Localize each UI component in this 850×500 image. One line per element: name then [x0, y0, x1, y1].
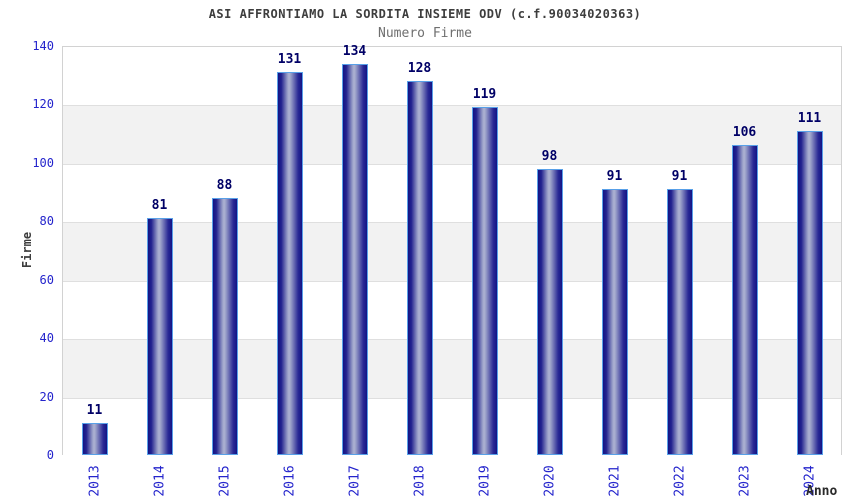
y-axis-tick-label: 120: [32, 97, 54, 112]
grid-band: [63, 47, 841, 106]
bar-value-label: 119: [472, 87, 497, 103]
bar-value-label: 98: [541, 148, 558, 164]
x-axis-label: Anno: [806, 484, 838, 499]
y-gridline: [63, 222, 841, 224]
y-axis-tick-label: 100: [32, 155, 54, 170]
bar-2023: [731, 145, 758, 455]
chart-subtitle: Numero Firme: [378, 26, 472, 41]
y-axis-tick-label: 80: [39, 214, 54, 229]
bar-2020: [536, 168, 563, 455]
bar-value-label: 81: [151, 198, 168, 214]
grid-band: [63, 163, 841, 223]
x-axis-tick-label: 2016: [282, 465, 297, 497]
bar-2022: [666, 189, 693, 455]
y-axis-tick-label: 60: [39, 272, 54, 287]
x-axis-tick-label: 2019: [477, 465, 492, 497]
bar-value-label: 106: [732, 125, 757, 141]
bar-value-label: 128: [407, 61, 432, 77]
grid-band: [63, 105, 841, 164]
x-axis-tick-label: 2014: [152, 465, 167, 497]
bar-value-label: 11: [86, 402, 103, 418]
x-axis-tick-label: 2021: [607, 465, 622, 497]
bar-2018: [406, 81, 433, 455]
bar-2024: [796, 130, 823, 455]
chart-title: ASI AFFRONTIAMO LA SORDITA INSIEME ODV (…: [208, 7, 642, 21]
y-axis-tick-label: 0: [46, 448, 54, 462]
bar-value-label: 91: [606, 169, 623, 185]
bar-2014: [146, 218, 173, 455]
bar-value-label: 91: [671, 169, 688, 185]
bar-value-label: 111: [797, 110, 822, 126]
bar-2021: [601, 189, 628, 455]
x-axis-tick-label: 2023: [737, 465, 752, 497]
grid-band: [63, 397, 841, 456]
bar-2017: [341, 63, 368, 455]
y-gridline: [63, 339, 841, 341]
grid-band: [63, 222, 841, 281]
bar-value-label: 134: [342, 43, 367, 59]
grid-band: [63, 280, 841, 340]
bar-2013: [81, 422, 108, 455]
x-axis-tick-label: 2013: [87, 465, 102, 497]
y-axis-tick-label: 20: [39, 389, 54, 404]
x-axis-tick-label: 2015: [217, 465, 232, 497]
y-axis-tick-label: 40: [39, 331, 54, 346]
grid-band: [63, 339, 841, 398]
y-axis-tick-label: 140: [32, 39, 54, 53]
x-axis-tick-label: 2020: [542, 465, 557, 497]
bar-value-label: 88: [216, 177, 233, 193]
y-gridline: [63, 280, 841, 282]
y-gridline: [63, 397, 841, 399]
bar-2016: [276, 72, 303, 455]
plot-area: [62, 46, 842, 456]
x-axis-tick-label: 2022: [672, 465, 687, 497]
y-axis-label: Firme: [20, 231, 34, 269]
y-gridline: [63, 105, 841, 107]
y-gridline: [63, 163, 841, 165]
x-axis-tick-label: 2018: [412, 465, 427, 497]
bar-2019: [471, 107, 498, 455]
x-axis-tick-label: 2017: [347, 465, 362, 497]
bar-value-label: 131: [277, 52, 302, 68]
bar-2015: [211, 197, 238, 455]
